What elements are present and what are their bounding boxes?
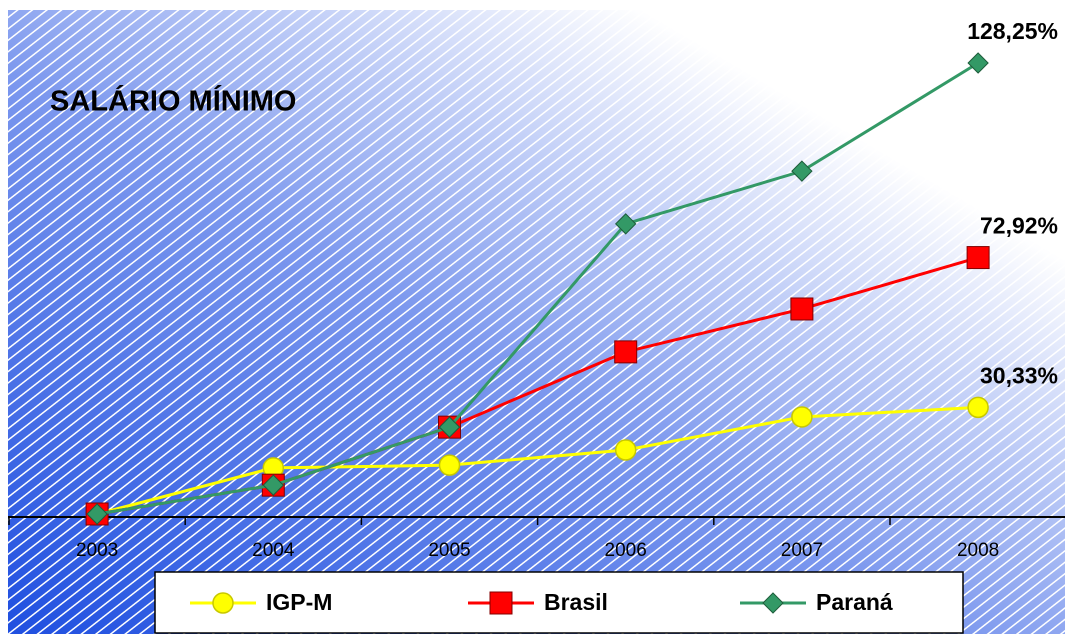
legend-label: Paraná bbox=[816, 589, 893, 615]
series-line bbox=[96, 61, 979, 516]
x-tick-label: 2003 bbox=[76, 540, 118, 561]
point bbox=[86, 503, 108, 525]
data-label: 72,92% bbox=[980, 213, 1058, 239]
data-label: 128,25% bbox=[967, 18, 1058, 44]
point bbox=[614, 213, 637, 235]
legend-marker bbox=[212, 592, 234, 614]
legend-label: Brasil bbox=[544, 589, 608, 615]
point bbox=[438, 454, 461, 476]
x-tick-label: 2004 bbox=[252, 540, 295, 561]
point bbox=[614, 340, 638, 364]
series-line bbox=[96, 405, 979, 516]
point bbox=[967, 52, 989, 74]
legend-marker bbox=[489, 591, 513, 615]
x-tick-label: 2008 bbox=[957, 540, 999, 561]
x-tick-label: 2005 bbox=[428, 540, 470, 561]
chart-title: SALÁRIO MÍNIMO bbox=[50, 84, 297, 118]
legend bbox=[154, 571, 964, 634]
point bbox=[967, 396, 989, 419]
point bbox=[438, 416, 461, 438]
point bbox=[791, 406, 813, 428]
legend-label: IGP-M bbox=[266, 589, 332, 615]
legend-marker bbox=[762, 592, 784, 614]
plot-hatch bbox=[8, 10, 1065, 634]
point bbox=[614, 439, 637, 461]
point bbox=[262, 474, 285, 496]
x-tick-label: 2006 bbox=[605, 540, 647, 561]
x-tick-label: 2007 bbox=[781, 540, 823, 561]
point bbox=[790, 297, 814, 321]
data-label: 30,33% bbox=[980, 362, 1058, 388]
point bbox=[966, 246, 990, 270]
point bbox=[791, 160, 813, 182]
